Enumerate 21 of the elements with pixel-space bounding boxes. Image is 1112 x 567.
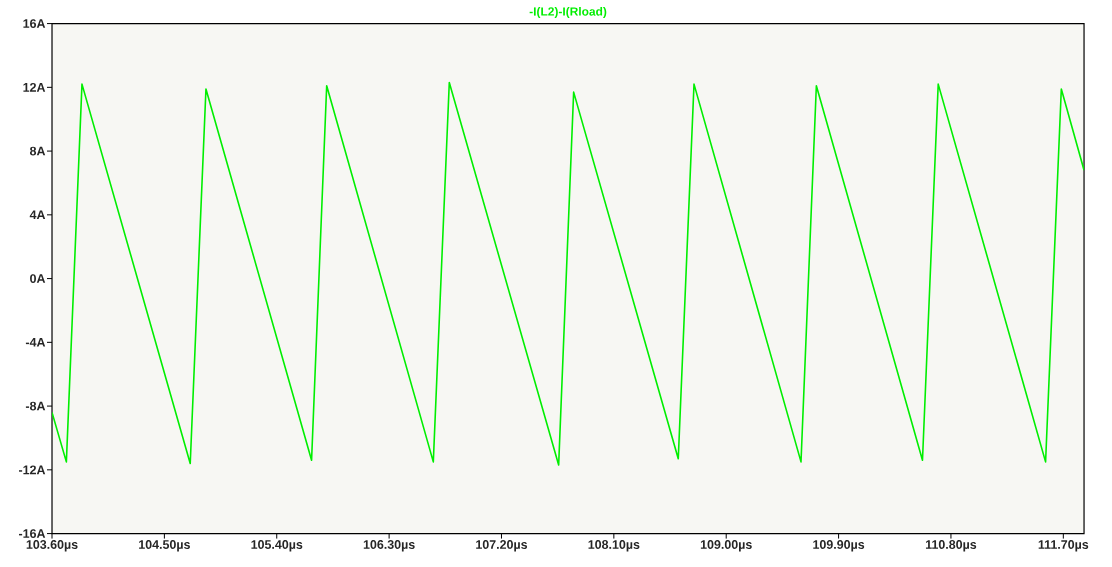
- x-tick-label: 109.00µs: [700, 540, 752, 552]
- x-tick-label: 104.50µs: [139, 540, 190, 552]
- x-tick-label: 107.20µs: [476, 540, 528, 552]
- x-tick-label: 110.80µs: [925, 540, 977, 552]
- y-tick-label: -16A: [18, 529, 46, 538]
- y-tick-label: -8A: [25, 401, 46, 411]
- y-tick-label: -12A: [18, 465, 46, 475]
- y-tick-label: 4A: [29, 210, 46, 220]
- x-tick-label: 103.60µs: [26, 540, 78, 552]
- x-tick-label: 105.40µs: [251, 540, 303, 552]
- chart-title: -I(L2)-I(Rload): [529, 6, 607, 19]
- y-tick-label: 0A: [30, 274, 46, 283]
- y-tick-label: 8A: [29, 146, 46, 156]
- x-tick-label: 111.70µs: [1038, 540, 1089, 552]
- x-tick-label: 106.30µs: [363, 540, 415, 552]
- x-tick-label: 109.90µs: [813, 540, 865, 552]
- y-tick-label: 16A: [23, 19, 46, 28]
- y-tick-label: -4A: [25, 338, 46, 347]
- y-tick-label: 12A: [23, 83, 46, 92]
- x-tick-label: 108.10µs: [588, 540, 640, 552]
- line-series: [52, 81, 1085, 466]
